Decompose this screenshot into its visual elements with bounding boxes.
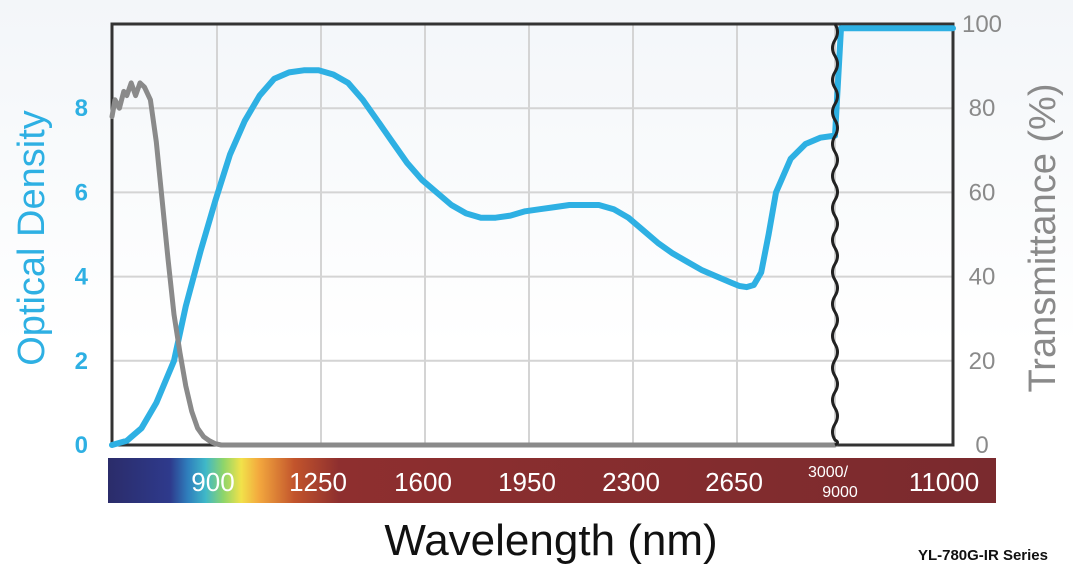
x-tick-label: 3000/9000 [808, 464, 858, 501]
x-tick-label: 900 [191, 467, 234, 497]
y-tick-left: 0 [75, 432, 88, 459]
axis-break [831, 23, 839, 447]
series-layer [109, 25, 956, 448]
y-tick-left: 6 [75, 179, 88, 206]
right-axis-ticks: 0 20 40 60 80 100 [962, 11, 1002, 459]
left-axis-ticks: 0 2 4 6 8 [75, 95, 89, 459]
x-tick-label: 11000 [909, 467, 979, 497]
x-tick-label: 1250 [289, 467, 347, 497]
wavelength-color-band [108, 458, 996, 503]
y-tick-right: 20 [969, 348, 996, 375]
y-axis-title-right: Transmittance (%) [1022, 84, 1064, 393]
axis-break-wave [831, 23, 839, 447]
y-axis-title-left: Optical Density [11, 110, 53, 366]
plot-frame [110, 22, 955, 447]
x-tick-label: 1600 [394, 467, 452, 497]
y-tick-right: 0 [975, 432, 988, 459]
y-tick-right: 40 [969, 264, 996, 291]
y-tick-left: 2 [75, 348, 88, 375]
x-tick-label: 2300 [602, 467, 660, 497]
y-tick-left: 8 [75, 95, 88, 122]
x-axis-title: Wavelength (nm) [384, 516, 717, 565]
series-label: YL-780G-IR Series [918, 547, 1048, 564]
x-tick-label: 1950 [498, 467, 556, 497]
x-tick-label: 2650 [705, 467, 763, 497]
plot-grid [111, 23, 954, 446]
y-tick-left: 4 [75, 264, 89, 291]
transmittance-line [109, 80, 838, 448]
x-axis-ticks: 900 1250 1600 1950 2300 2650 3000/9000 11000 [191, 464, 979, 501]
y-tick-right: 100 [962, 11, 1002, 38]
y-tick-right: 60 [969, 179, 996, 206]
optical-density-line [109, 25, 956, 448]
y-tick-right: 80 [969, 95, 996, 122]
